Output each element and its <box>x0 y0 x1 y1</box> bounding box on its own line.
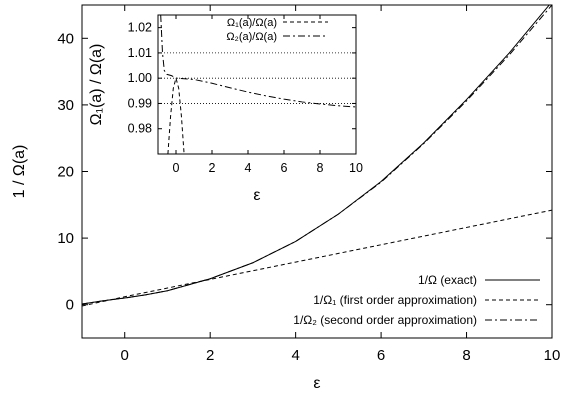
main-x-tick-label: 0 <box>121 347 129 364</box>
inset-y-axis-label: Ω₁(a) / Ω(a) <box>88 44 105 126</box>
main-x-tick-label: 10 <box>544 347 561 364</box>
main-series-line-3 <box>82 5 552 305</box>
inset-x-tick-label: 2 <box>209 161 216 175</box>
inset-x-tick-label: 10 <box>349 161 363 175</box>
main-y-tick-label: 10 <box>57 230 74 247</box>
inset-x-tick-label: 0 <box>173 161 180 175</box>
main-y-tick-label: 40 <box>57 30 74 47</box>
inset-y-tick-label: 0.99 <box>128 96 152 110</box>
main-y-tick-label: 0 <box>66 297 74 314</box>
main-legend-label-3: 1/Ω₂ (second order approximation) <box>293 313 477 327</box>
inset-y-tick-label: 0.98 <box>128 122 152 136</box>
main-x-tick-label: 8 <box>462 347 470 364</box>
inset-legend-label-1: Ω₁(a)/Ω(a) <box>227 17 277 29</box>
inset-x-tick-label: 6 <box>281 161 288 175</box>
inset-y-tick-label: 1.00 <box>128 71 152 85</box>
inset-series-line-2 <box>160 15 356 108</box>
main-x-tick-label: 2 <box>206 347 214 364</box>
inset-series-line-1 <box>167 76 185 154</box>
main-x-tick-label: 6 <box>377 347 385 364</box>
main-y-axis-label: 1 / Ω(a) <box>11 145 28 199</box>
inset-y-tick-label: 1.02 <box>128 21 152 35</box>
inset-plot: 0 2 4 6 8 10 0.98 0.99 1.00 1.01 1.02 ε Ω₁(a) / Ω(a)… <box>88 14 363 204</box>
main-x-tick-label: 4 <box>291 347 299 364</box>
inset-y-tick-label: 1.01 <box>128 46 152 60</box>
main-y-tick-label: 20 <box>57 164 74 181</box>
main-x-axis-label: ε <box>313 375 320 392</box>
inset-x-axis-label: ε <box>253 187 260 204</box>
inset-x-tick-label: 8 <box>317 161 324 175</box>
inset-legend-label-2: Ω₂(a)/Ω(a) <box>226 31 277 43</box>
inset-frame <box>157 14 357 155</box>
inset-x-tick-label: 4 <box>245 161 252 175</box>
main-y-tick-label: 30 <box>57 97 74 114</box>
main-series-line-2 <box>82 209 552 307</box>
main-legend-label-2: 1/Ω₁ (first order approximation) <box>313 293 477 307</box>
main-legend-label-1: 1/Ω (exact) <box>418 273 477 287</box>
